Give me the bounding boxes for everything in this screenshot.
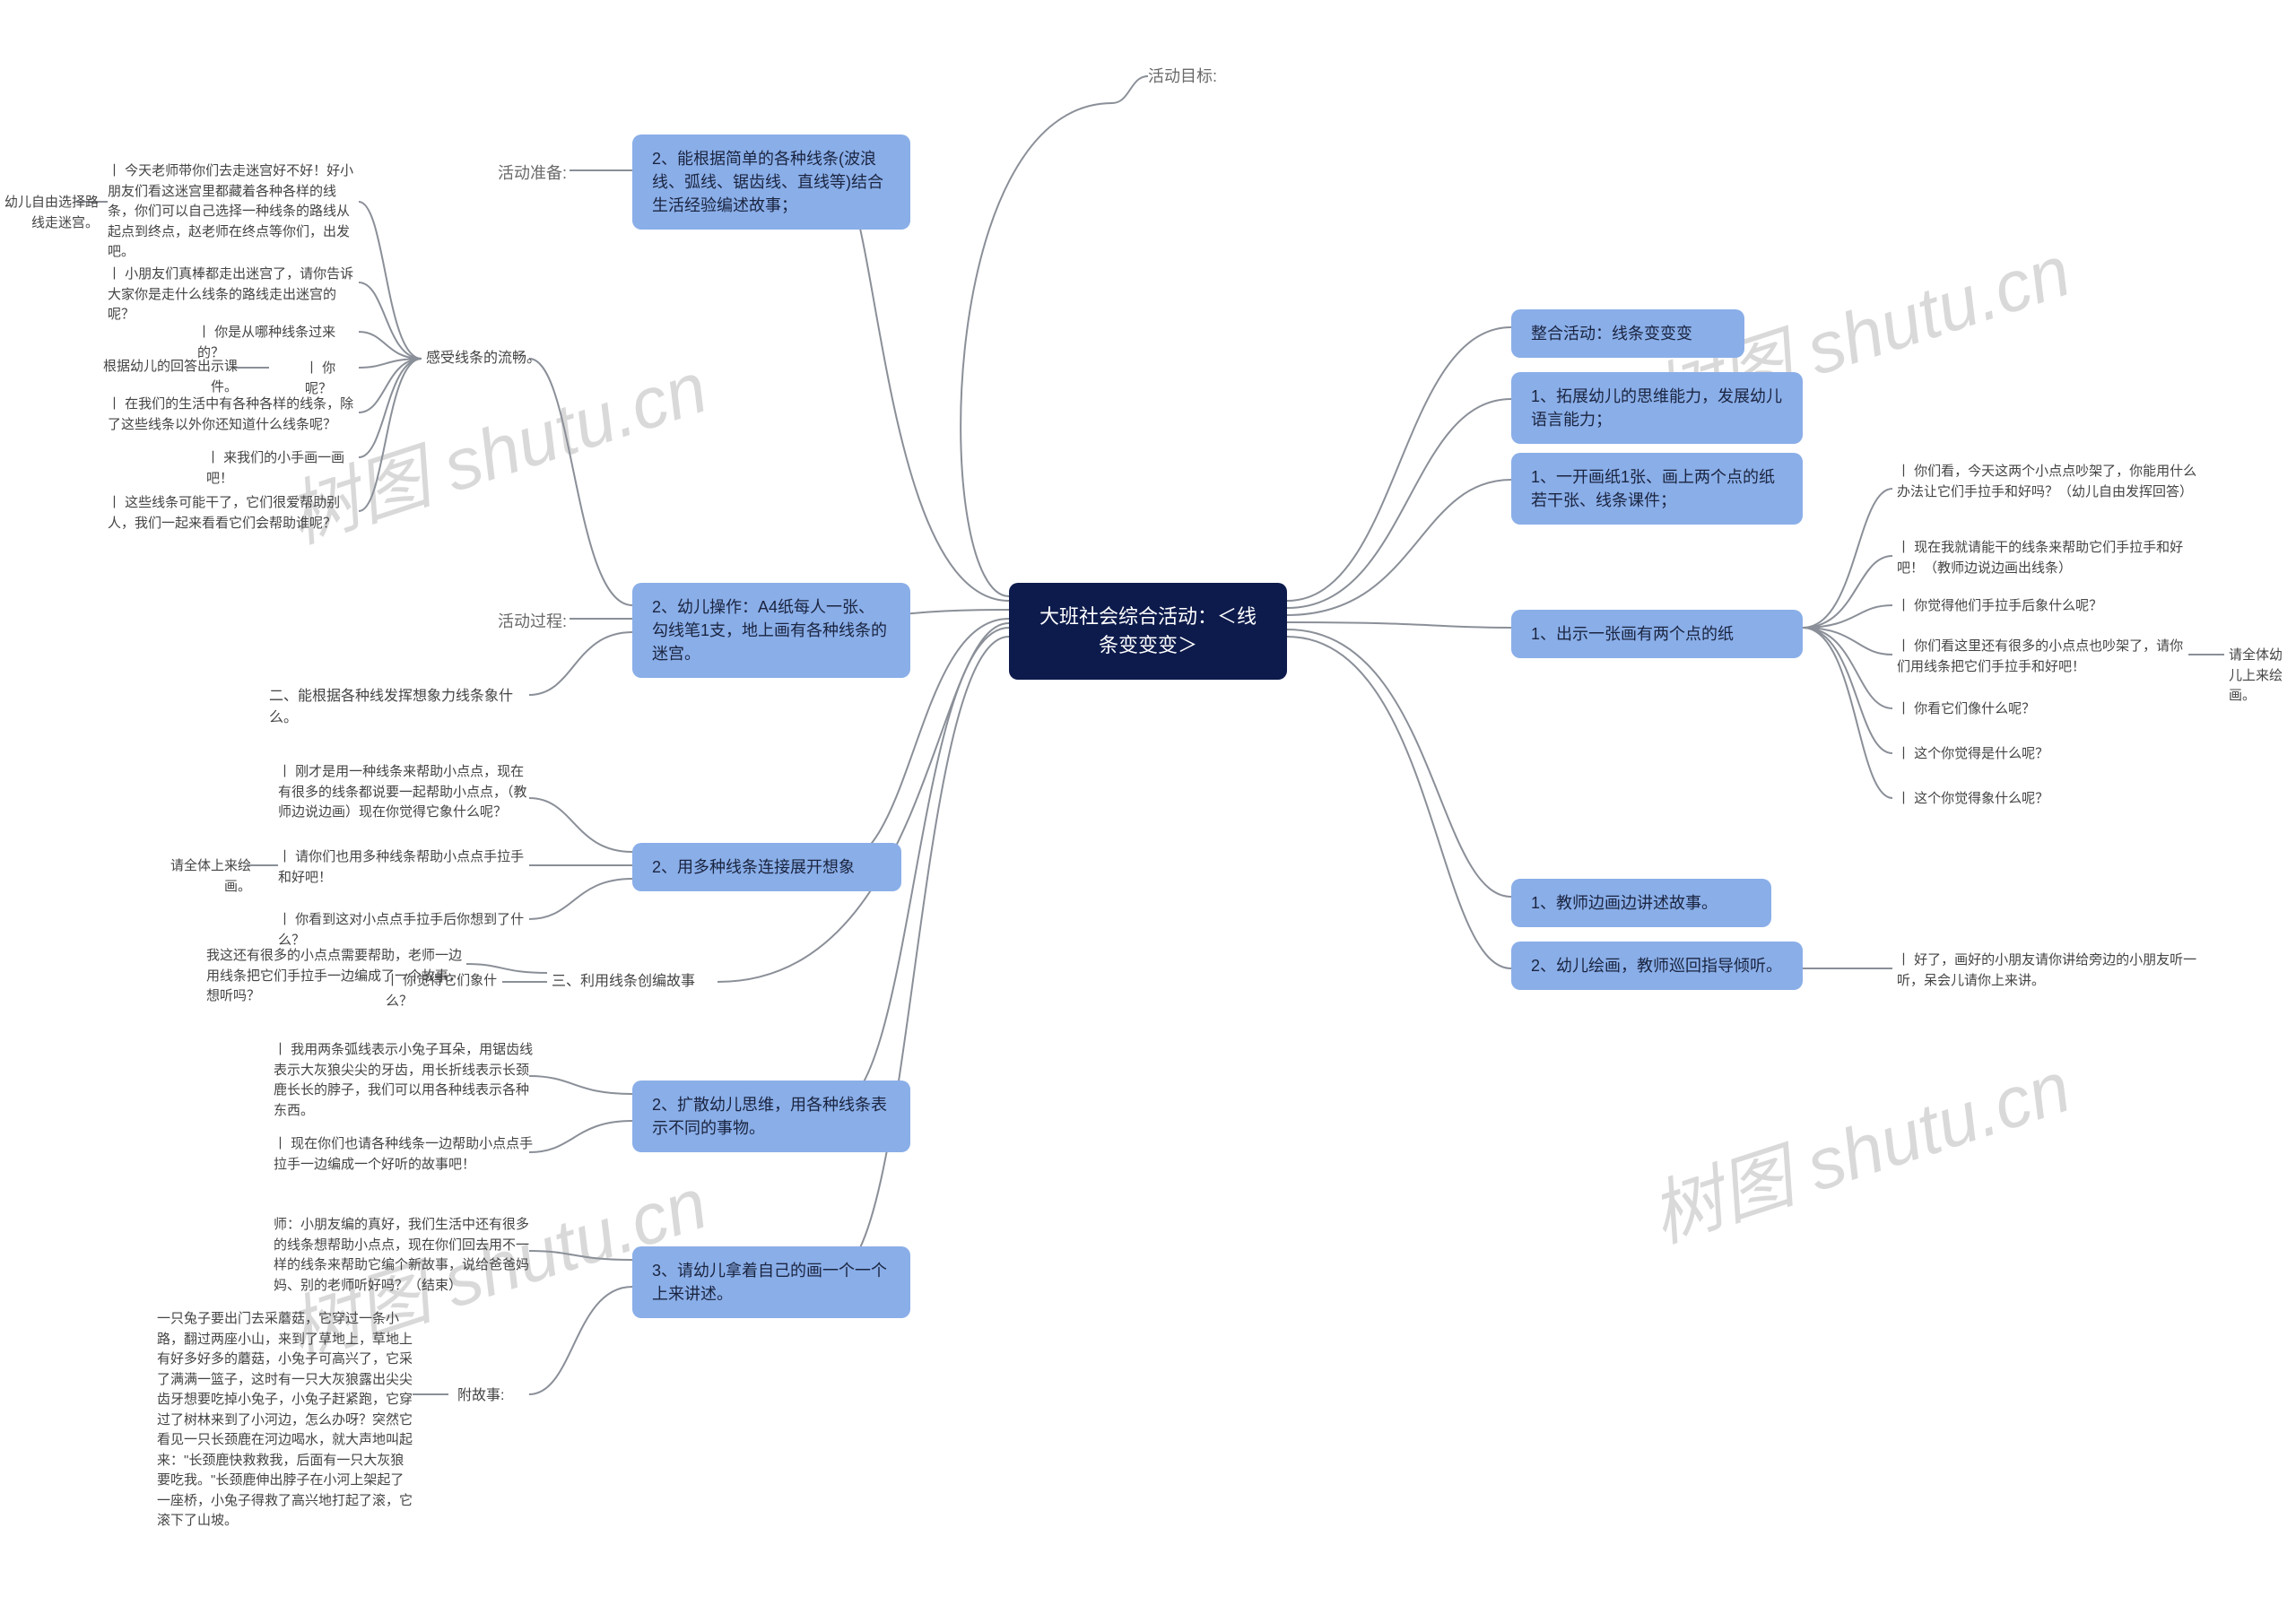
right-teacher-story-node: 1、教师边画边讲述故事。	[1511, 879, 1771, 927]
right-show-paper-node: 1、出示一张画有两个点的纸	[1511, 610, 1803, 658]
right-prep-node: 1、一开画纸1张、画上两个点的纸若干张、线条课件；	[1511, 453, 1803, 525]
mid-leaf: 丨 你看到这对小点点手拉手后你想到了什么？	[278, 910, 529, 950]
proc-sub1: 感受线条的流畅。	[426, 348, 552, 369]
story-text: 一只兔子要出门去采蘑菇，它穿过一条小路，翻过两座小山，来到了草地上，草地上有好多…	[157, 1309, 417, 1532]
r4-leaf: 丨 你看它们像什么呢？	[1897, 699, 2166, 720]
r6-leaf: 丨 好了，画好的小朋友请你讲给旁边的小朋友听一听，呆会儿请你上来讲。	[1897, 950, 2202, 991]
proc-sub1-leaf: 丨 小朋友们真棒都走出迷宫了，请你告诉大家你是走什么线条的路线走出迷宫的呢？	[108, 265, 359, 325]
story-attach-label: 附故事:	[457, 1385, 529, 1407]
story-pre: 我这还有很多的小点点需要帮助，老师一边用线条把它们手拉手一边编成了一个故事，想听…	[206, 946, 466, 1007]
left-process-node: 2、幼儿操作：A4纸每人一张、勾线笔1支，地上画有各种线条的迷宫。	[632, 583, 910, 678]
watermark: 树图 shutu.cn	[1636, 1029, 2082, 1263]
r4-leaf: 丨 你们看，今天这两个小点点吵架了，你能用什么办法让它们手拉手和好吗？（幼儿自由…	[1897, 462, 2202, 502]
proc-sub1-leaf: 丨 今天老师带你们去走迷宫好不好！好小朋友们看这迷宫里都藏着各种各样的线条，你们…	[108, 161, 359, 263]
left-mid-node: 2、用多种线条连接展开想象	[632, 843, 901, 891]
proc-sub1-leaf: 丨 来我们的小手画一画吧！	[206, 448, 368, 489]
left-tell-node: 3、请幼儿拿着自己的画一个一个上来讲述。	[632, 1246, 910, 1318]
proc-sub1-leaf: 丨 你呢？	[305, 359, 359, 399]
mid-leaf: 丨 刚才是用一种线条来帮助小点点，现在有很多的线条都说要一起帮助小点点，（教师边…	[278, 762, 529, 823]
left-expand-node: 2、扩散幼儿思维，用各种线条表示不同的事物。	[632, 1081, 910, 1152]
left-top-node: 2、能根据简单的各种线条(波浪线、弧线、锯齿线、直线等)结合生活经验编述故事；	[632, 135, 910, 230]
r4-leaf: 丨 你们看这里还有很多的小点点也吵架了，请你们用线条把它们手拉手和好吧！	[1897, 637, 2188, 677]
mid-leaf: 丨 请你们也用多种线条帮助小点点手拉手和好吧！	[278, 847, 529, 888]
activity-process-label: 活动过程:	[498, 610, 567, 633]
mid-pre: 请全体上来绘画。	[152, 856, 251, 897]
right-integrate-node: 整合活动：线条变变变	[1511, 309, 1744, 358]
r4-side: 请全体幼儿上来绘画。	[2229, 646, 2292, 707]
proc-sub1-pre: 根据幼儿的回答出示课件。	[85, 357, 238, 397]
tell-leaf: 师：小朋友编的真好，我们生活中还有很多的线条想帮助小点点，现在你们回去用不一样的…	[274, 1215, 534, 1296]
right-goal-node: 1、拓展幼儿的思维能力，发展幼儿语言能力；	[1511, 372, 1803, 444]
expand-leaf: 丨 现在你们也请各种线条一边帮助小点点手拉手一边编成一个好听的故事吧！	[274, 1134, 534, 1175]
proc-sub1-side: 幼儿自由选择路线走迷宫。	[0, 193, 99, 233]
story-label: 三、利用线条创编故事	[552, 971, 722, 993]
r4-leaf: 丨 你觉得他们手拉手后象什么呢？	[1897, 596, 2184, 617]
r4-leaf: 丨 这个你觉得是什么呢？	[1897, 744, 2166, 765]
proc-sub1-leaf: 丨 在我们的生活中有各种各样的线条，除了这些线条以外你还知道什么线条呢？	[108, 395, 359, 435]
activity-prep-label: 活动准备:	[498, 161, 567, 185]
expand-leaf: 丨 我用两条弧线表示小兔子耳朵，用锯齿线表示大灰狼尖尖的牙齿，用长折线表示长颈鹿…	[274, 1040, 534, 1121]
proc-sub1-leaf: 丨 这些线条可能干了，它们很爱帮助别人，我们一起来看看它们会帮助谁呢？	[108, 493, 359, 534]
root-node: 大班社会综合活动：＜线条变变变＞	[1009, 583, 1287, 680]
r4-leaf: 丨 现在我就请能干的线条来帮助它们手拉手和好吧！（教师边说边画出线条）	[1897, 538, 2202, 578]
right-child-draw-node: 2、幼儿绘画，教师巡回指导倾听。	[1511, 942, 1803, 990]
activity-goal-label: 活动目标:	[1148, 65, 1217, 88]
proc-sub2: 二、能根据各种线发挥想象力线条象什么。	[269, 686, 538, 729]
r4-leaf: 丨 这个你觉得象什么呢？	[1897, 789, 2166, 810]
